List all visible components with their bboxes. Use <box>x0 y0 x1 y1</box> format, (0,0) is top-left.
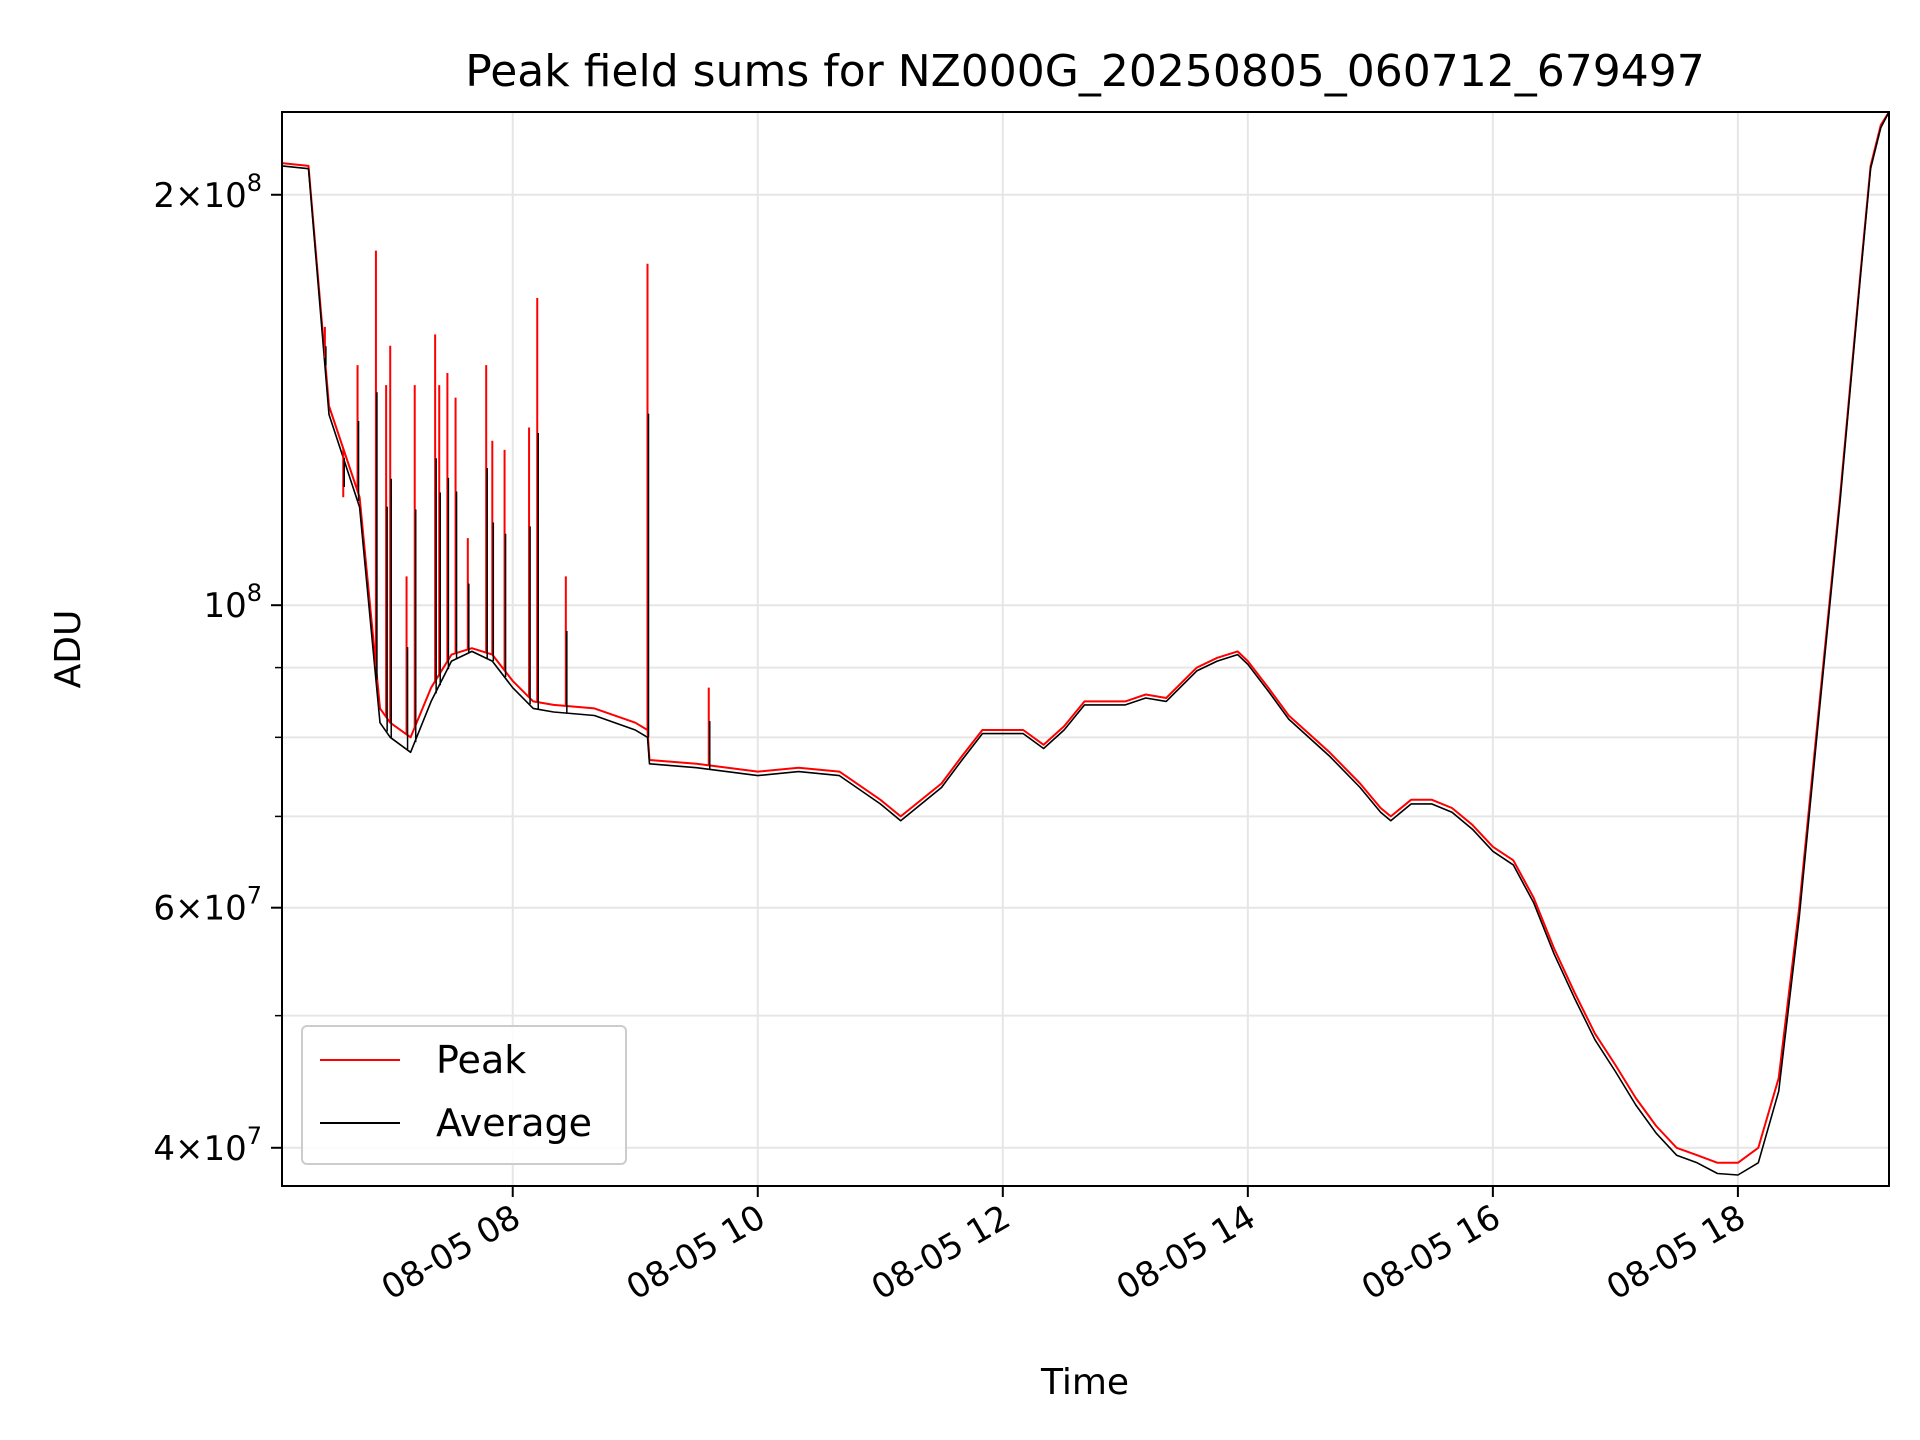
grid <box>282 112 1889 1186</box>
chart-title: Peak field sums for NZ000G_20250805_0607… <box>465 46 1704 97</box>
y-axis: 4×107 6×107 108 2×108 <box>153 169 282 1169</box>
y-tick-label: 6×107 <box>153 882 262 929</box>
series-layer <box>281 111 1890 1176</box>
y-axis-label: ADU <box>48 610 89 689</box>
y-tick-label: 108 <box>203 579 262 626</box>
x-tick-label: 08-05 12 <box>865 1197 1017 1308</box>
x-tick-label: 08-05 08 <box>375 1197 527 1308</box>
x-tick-label: 08-05 18 <box>1600 1197 1752 1308</box>
x-tick-label: 08-05 10 <box>620 1197 772 1308</box>
plot-frame <box>281 111 1890 1187</box>
y-tick-label: 4×107 <box>153 1122 262 1169</box>
series-line-average <box>281 111 1890 1176</box>
x-axis: 08-05 08 08-05 10 08-05 12 08-05 14 08-05 16… <box>375 1186 1752 1308</box>
series-line-peak <box>281 111 1890 1164</box>
x-tick-label: 08-05 16 <box>1355 1197 1507 1308</box>
legend: Peak Average <box>301 1025 627 1165</box>
legend-label-average: Average <box>436 1101 592 1145</box>
legend-label-peak: Peak <box>436 1038 526 1082</box>
x-axis-label: Time <box>1040 1362 1129 1403</box>
x-tick-label: 08-05 14 <box>1110 1197 1262 1308</box>
y-tick-label: 2×108 <box>153 169 262 216</box>
